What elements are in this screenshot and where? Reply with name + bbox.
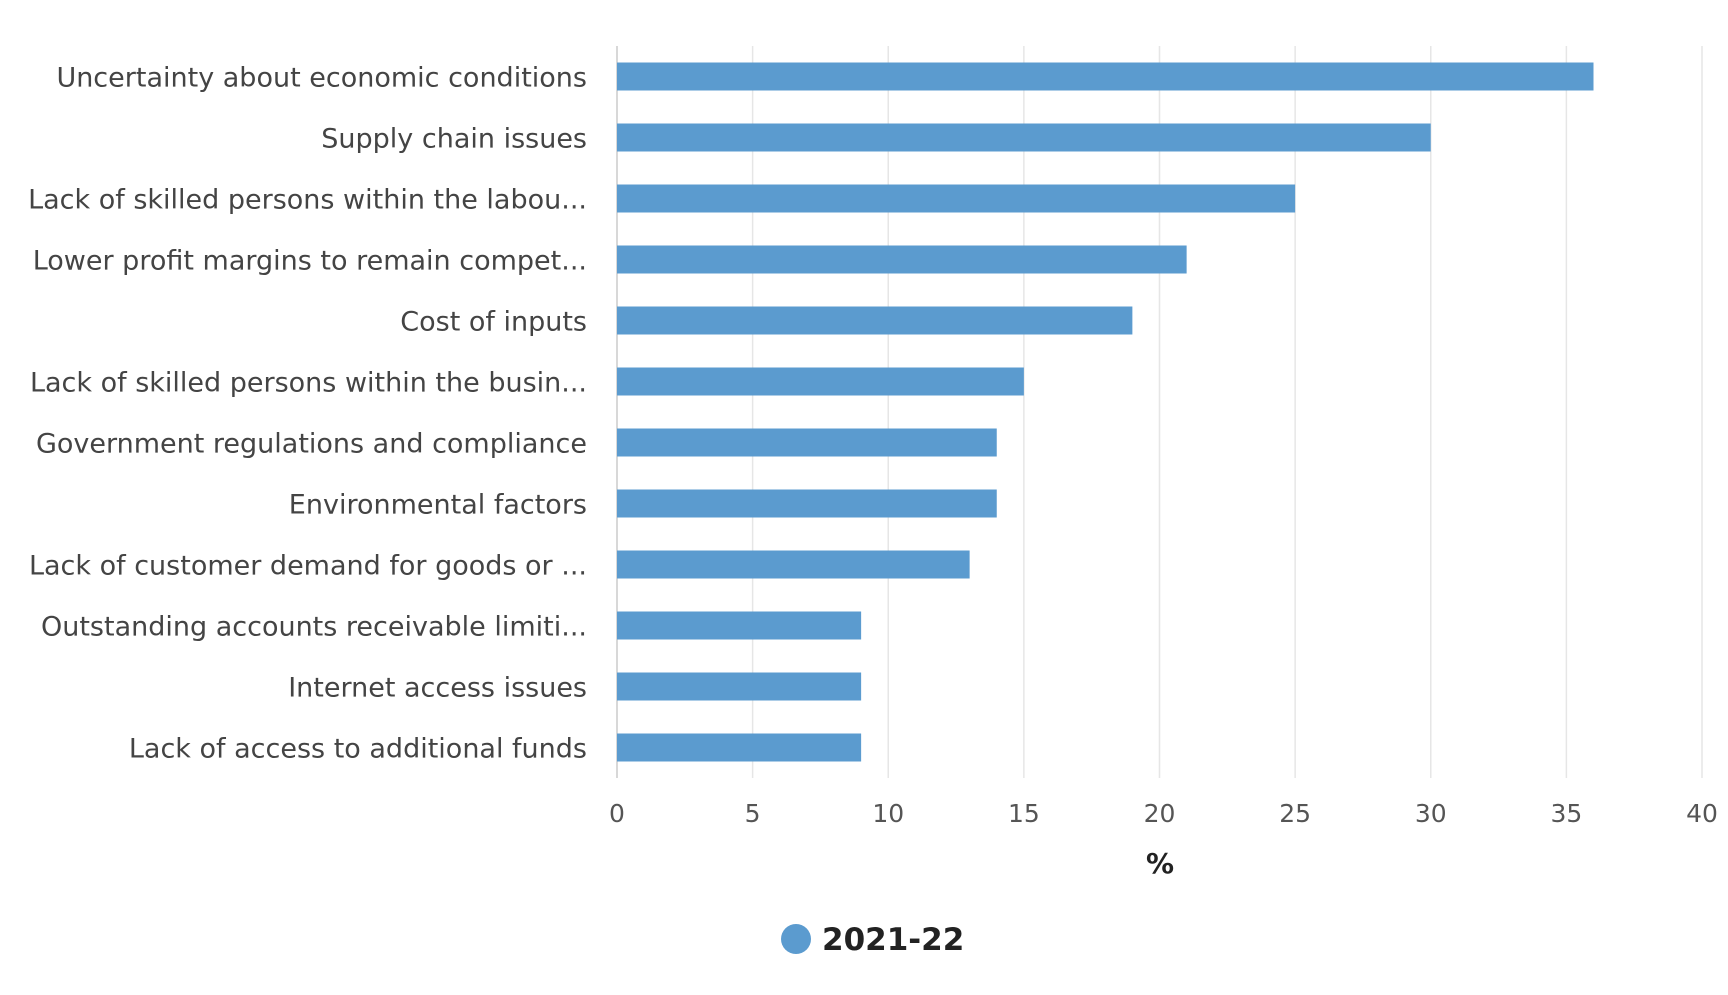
category-label: Uncertainty about economic conditions	[56, 63, 587, 94]
category-labels: Uncertainty about economic conditions Sup…	[28, 63, 587, 765]
bar[interactable]	[617, 62, 1594, 91]
bar[interactable]	[617, 184, 1296, 213]
bar[interactable]	[617, 611, 862, 640]
legend[interactable]: 2021-22	[781, 922, 964, 958]
bar[interactable]	[617, 306, 1133, 335]
bar[interactable]	[617, 245, 1187, 274]
x-tick-label: 5	[745, 799, 761, 828]
x-tick-label: 15	[1008, 799, 1040, 828]
bar[interactable]	[617, 550, 970, 579]
bar[interactable]	[617, 489, 997, 518]
x-tick-label: 25	[1279, 799, 1311, 828]
x-tick-labels: 0 5 10 15 20 25 30 35 40	[609, 799, 1718, 828]
category-label: Environmental factors	[289, 490, 587, 521]
bar[interactable]	[617, 367, 1024, 396]
category-label: Lack of customer demand for goods or ...	[29, 551, 587, 582]
category-label: Supply chain issues	[321, 124, 587, 155]
legend-marker	[781, 924, 811, 954]
category-label: Government regulations and compliance	[36, 429, 587, 460]
category-label: Cost of inputs	[400, 307, 587, 338]
bar[interactable]	[617, 123, 1431, 152]
category-label: Lack of skilled persons within the busin…	[30, 368, 587, 399]
gridlines	[616, 46, 1703, 778]
x-tick-label: 40	[1686, 799, 1718, 828]
bar[interactable]	[617, 672, 862, 701]
category-label: Internet access issues	[288, 673, 587, 704]
x-tick-label: 0	[609, 799, 625, 828]
bar[interactable]	[617, 428, 997, 457]
category-label: Outstanding accounts receivable limiti..…	[41, 612, 587, 643]
legend-label: 2021-22	[822, 922, 964, 958]
category-label: Lower profit margins to remain compet...	[33, 246, 587, 277]
bar[interactable]	[617, 733, 862, 762]
x-axis-title: %	[1146, 847, 1174, 880]
x-tick-label: 20	[1144, 799, 1176, 828]
x-tick-label: 35	[1550, 799, 1582, 828]
category-label: Lack of skilled persons within the labou…	[28, 185, 587, 216]
x-tick-label: 30	[1415, 799, 1447, 828]
x-tick-label: 10	[872, 799, 904, 828]
bars	[617, 62, 1594, 762]
category-label: Lack of access to additional funds	[129, 734, 587, 765]
